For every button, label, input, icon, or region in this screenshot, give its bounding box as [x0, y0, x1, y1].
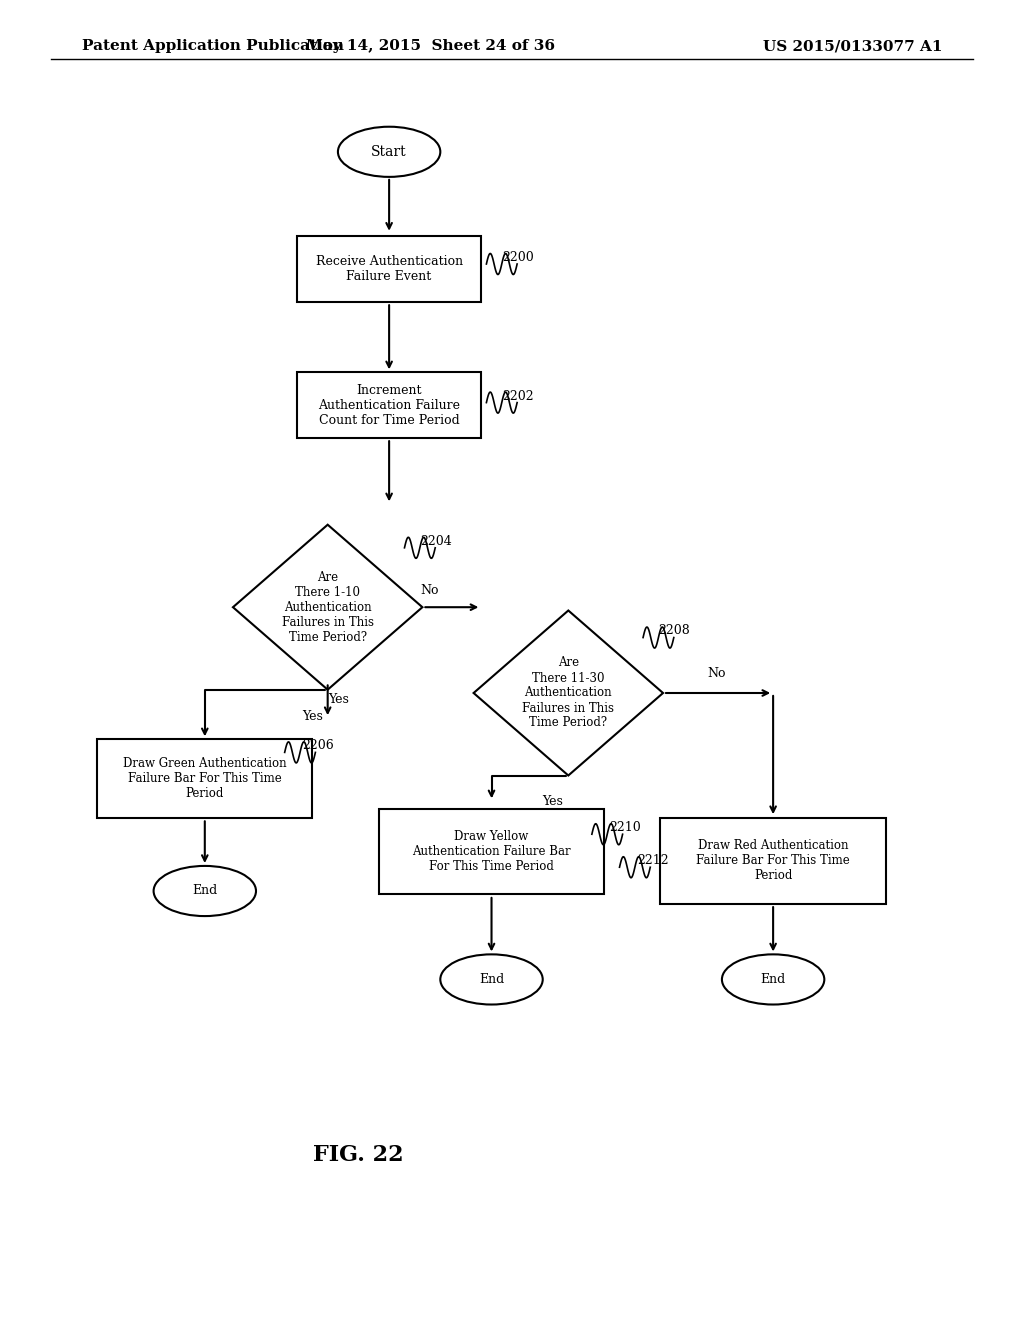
- Text: Draw Green Authentication
Failure Bar For This Time
Period: Draw Green Authentication Failure Bar Fo…: [123, 758, 287, 800]
- Text: End: End: [193, 884, 217, 898]
- Text: Start: Start: [372, 145, 407, 158]
- Text: May 14, 2015  Sheet 24 of 36: May 14, 2015 Sheet 24 of 36: [305, 40, 555, 53]
- Text: 2212: 2212: [637, 854, 669, 867]
- Text: Patent Application Publication: Patent Application Publication: [82, 40, 344, 53]
- Text: 2204: 2204: [420, 535, 452, 548]
- Text: No: No: [708, 667, 726, 680]
- Text: Are
There 1-10
Authentication
Failures in This
Time Period?: Are There 1-10 Authentication Failures i…: [282, 570, 374, 644]
- Text: Yes: Yes: [328, 693, 348, 706]
- Text: 2200: 2200: [502, 251, 534, 264]
- Text: FIG. 22: FIG. 22: [313, 1144, 403, 1166]
- Text: Yes: Yes: [543, 796, 563, 808]
- Text: Increment
Authentication Failure
Count for Time Period: Increment Authentication Failure Count f…: [318, 384, 460, 426]
- Text: 2210: 2210: [609, 821, 641, 834]
- Text: 2206: 2206: [302, 739, 334, 752]
- Text: End: End: [479, 973, 504, 986]
- Text: 2202: 2202: [502, 389, 534, 403]
- Text: No: No: [421, 583, 439, 597]
- Text: 2208: 2208: [658, 624, 690, 638]
- Text: End: End: [761, 973, 785, 986]
- Text: Draw Red Authentication
Failure Bar For This Time
Period: Draw Red Authentication Failure Bar For …: [696, 840, 850, 882]
- Text: Draw Yellow
Authentication Failure Bar
For This Time Period: Draw Yellow Authentication Failure Bar F…: [413, 830, 570, 873]
- Text: Receive Authentication
Failure Event: Receive Authentication Failure Event: [315, 255, 463, 284]
- Text: Are
There 11-30
Authentication
Failures in This
Time Period?: Are There 11-30 Authentication Failures …: [522, 656, 614, 730]
- Text: US 2015/0133077 A1: US 2015/0133077 A1: [763, 40, 942, 53]
- Text: Yes: Yes: [302, 710, 323, 722]
